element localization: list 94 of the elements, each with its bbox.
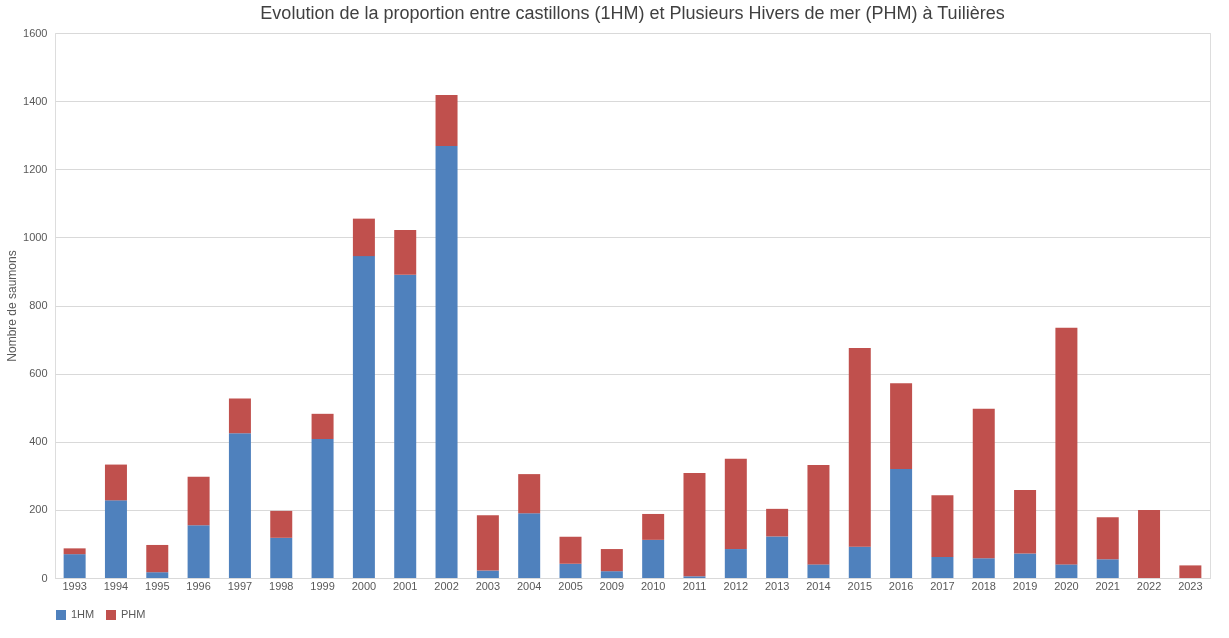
bar [972, 558, 995, 578]
bar [642, 513, 665, 540]
x-tick-label: 2002 [434, 579, 459, 592]
x-tick-label: 2009 [599, 579, 625, 592]
bar [311, 413, 334, 440]
x-tick-label: 1997 [227, 579, 253, 592]
x-tick-label: 1993 [62, 579, 87, 592]
bar [931, 495, 954, 557]
x-tick-label: 2012 [723, 579, 749, 592]
bar [890, 469, 913, 578]
bar [724, 458, 747, 550]
x-tick-label: 2005 [558, 579, 583, 592]
y-tick-label: 1000 [23, 230, 48, 243]
bar [848, 348, 871, 547]
bar [187, 525, 210, 578]
bar [63, 548, 86, 555]
x-tick-label: 2015 [847, 579, 873, 592]
x-tick-label: 2017 [930, 579, 955, 592]
bar [63, 554, 86, 578]
bar [270, 537, 293, 578]
y-tick-label: 800 [29, 299, 48, 311]
x-tick-label: 2021 [1095, 579, 1120, 592]
y-axis-title: Nombre de saumons [5, 250, 20, 362]
bar [848, 546, 871, 578]
legend-label: PHM [121, 608, 146, 620]
bar [187, 476, 210, 526]
bar [683, 473, 706, 577]
bar [394, 229, 417, 275]
x-tick-label: 2003 [475, 579, 501, 592]
bar [476, 515, 499, 571]
x-tick-label: 2019 [1012, 579, 1038, 592]
bar [766, 508, 789, 537]
x-tick-label: 2010 [640, 579, 666, 592]
bar [518, 513, 541, 578]
y-tick-label: 0 [41, 571, 48, 584]
bar [270, 510, 293, 538]
bar [1014, 553, 1037, 578]
y-tick-label: 1600 [23, 26, 48, 39]
bar [311, 439, 334, 578]
x-tick-label: 2020 [1054, 579, 1079, 592]
bar [228, 398, 251, 434]
bar [518, 474, 541, 514]
bar [807, 464, 830, 565]
bar [600, 549, 623, 572]
bar [972, 408, 995, 559]
bar [228, 433, 251, 578]
bar [435, 94, 458, 147]
x-tick-label: 2004 [516, 579, 542, 592]
y-tick-label: 600 [29, 367, 48, 380]
y-tick-label: 400 [29, 435, 48, 448]
bar [146, 544, 169, 573]
x-tick-label: 2011 [682, 579, 707, 592]
bar [476, 570, 499, 578]
x-tick-label: 2016 [888, 579, 914, 592]
bar [394, 274, 417, 578]
x-tick-label: 2022 [1136, 579, 1162, 592]
x-tick-label: 2001 [392, 579, 418, 592]
bar [146, 572, 169, 578]
x-tick-label: 2014 [806, 579, 831, 592]
x-tick-label: 1999 [310, 579, 335, 592]
bar [600, 571, 623, 578]
bar [1055, 564, 1078, 578]
y-tick-label: 1200 [23, 162, 48, 175]
bar [1055, 327, 1078, 565]
chart-title: Evolution de la proportion entre castillons (1HM) et Plusieurs Hivers de mer (PHM) à Tuilières [260, 3, 1005, 23]
bar [1096, 517, 1119, 560]
bar [1138, 509, 1161, 578]
bar [766, 536, 789, 578]
x-tick-label: 1998 [269, 579, 294, 592]
bar [352, 218, 375, 257]
bar [724, 549, 747, 578]
x-tick-label: 2013 [764, 579, 790, 592]
x-tick-label: 1994 [103, 579, 129, 592]
y-tick-label: 200 [29, 503, 48, 516]
bar [352, 256, 375, 578]
x-tick-label: 1996 [186, 579, 211, 592]
y-tick-label: 1400 [23, 94, 48, 107]
bar [104, 464, 127, 501]
bar [1096, 559, 1119, 578]
x-tick-label: 2000 [351, 579, 377, 592]
x-tick-label: 2023 [1178, 579, 1203, 592]
x-tick-label: 1995 [145, 579, 170, 592]
bar [890, 383, 913, 469]
bar [807, 564, 830, 578]
bar [435, 146, 458, 578]
bar [559, 563, 582, 578]
bar [104, 500, 127, 578]
bar [1179, 565, 1202, 578]
bar [642, 539, 665, 578]
bar [931, 556, 954, 578]
bar [559, 536, 582, 564]
x-tick-label: 2018 [971, 579, 996, 592]
legend-label: 1HM [71, 608, 95, 620]
bar [1014, 490, 1037, 554]
